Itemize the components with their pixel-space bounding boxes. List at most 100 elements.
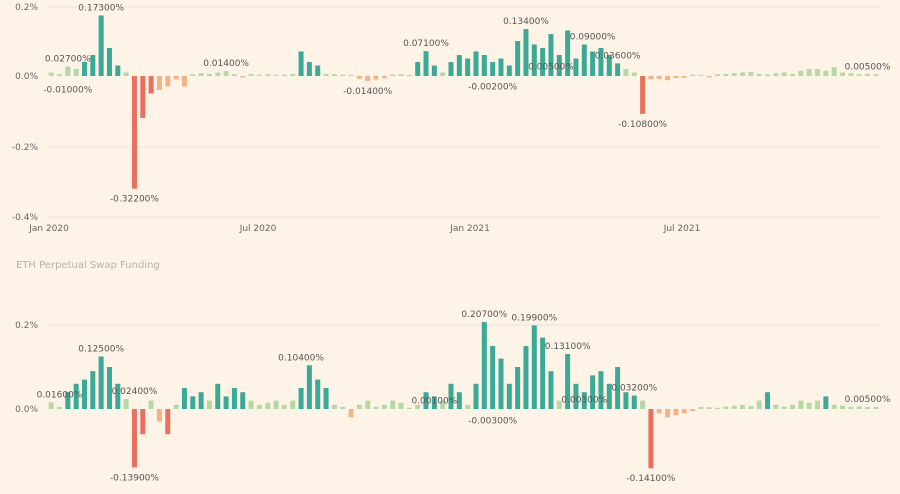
bar <box>173 404 179 409</box>
data-label: -0.01400% <box>343 87 392 97</box>
data-label: -0.14100% <box>626 474 675 484</box>
bar <box>590 51 596 76</box>
bar <box>131 76 137 189</box>
bar <box>773 404 779 409</box>
bar <box>215 383 221 409</box>
bar <box>748 71 754 76</box>
bar <box>840 405 846 409</box>
bar <box>198 73 204 76</box>
bar <box>673 76 679 79</box>
bar <box>756 400 762 409</box>
bar <box>481 55 487 76</box>
bar <box>648 76 654 80</box>
bar <box>98 15 104 76</box>
bar <box>715 407 721 409</box>
bar <box>531 44 537 76</box>
bar <box>123 398 129 409</box>
bar <box>406 74 412 76</box>
bar <box>165 409 171 435</box>
bar <box>223 71 229 76</box>
bar <box>481 322 487 409</box>
bar <box>198 392 204 409</box>
bar <box>540 337 546 409</box>
bar <box>756 73 762 76</box>
bar <box>190 74 196 76</box>
data-label: -0.00300% <box>468 416 517 426</box>
bar <box>548 371 554 409</box>
data-label: 0.00300% <box>561 396 607 406</box>
bar <box>356 404 362 409</box>
bar <box>556 55 562 76</box>
bar <box>865 406 871 409</box>
bar <box>131 409 137 468</box>
bar <box>381 76 387 79</box>
data-label: 0.17300% <box>78 3 124 13</box>
bar <box>323 388 329 409</box>
bar <box>456 55 462 76</box>
bar <box>348 74 354 76</box>
bar <box>90 55 96 76</box>
bar <box>331 404 337 409</box>
bar <box>790 404 796 409</box>
bar <box>581 392 587 409</box>
bar <box>340 74 346 76</box>
data-label: 0.13100% <box>545 342 591 352</box>
bar <box>298 388 304 409</box>
bar <box>723 406 729 409</box>
bar <box>298 51 304 76</box>
bar <box>81 62 87 76</box>
bar <box>540 48 546 76</box>
bar <box>448 62 454 76</box>
bar <box>423 392 429 409</box>
data-label: 0.12500% <box>78 345 124 355</box>
bar <box>273 400 279 409</box>
eth-funding-chart: ETH Perpetual Swap Funding 0.2% 0.0% 0.0… <box>15 260 891 484</box>
bar <box>681 409 687 414</box>
bar <box>315 65 321 76</box>
data-label: 0.19900% <box>511 313 557 323</box>
bar <box>523 29 529 77</box>
bar <box>373 76 379 80</box>
bar <box>181 76 187 87</box>
bar <box>431 65 437 76</box>
data-label: 0.09000% <box>570 33 616 43</box>
data-label: 0.02700% <box>45 55 91 65</box>
y-tick-label: 0.0% <box>15 405 38 415</box>
bar <box>815 400 821 409</box>
x-tick-label: Jan 2020 <box>28 224 69 234</box>
bar <box>581 44 587 76</box>
bar <box>206 73 212 76</box>
bar <box>806 402 812 409</box>
bar <box>156 76 162 90</box>
bar <box>465 404 471 409</box>
bar <box>140 76 146 118</box>
bar <box>498 58 504 76</box>
bar <box>565 30 571 76</box>
bar <box>673 409 679 416</box>
bar <box>706 76 712 78</box>
bar <box>873 74 879 76</box>
bar <box>373 406 379 409</box>
chart-title: ETH Perpetual Swap Funding <box>16 260 160 271</box>
bar <box>473 383 479 409</box>
bar <box>265 402 271 409</box>
bar <box>656 409 662 414</box>
data-label: -0.01000% <box>43 86 92 96</box>
bar <box>256 404 262 409</box>
bar <box>615 367 621 409</box>
bar <box>406 407 412 409</box>
bar <box>823 396 829 409</box>
bar <box>731 73 737 76</box>
bar <box>606 55 612 76</box>
data-label: -0.10800% <box>618 120 667 130</box>
data-label: 0.00100% <box>411 397 457 407</box>
bar <box>423 51 429 76</box>
bar <box>115 383 121 409</box>
bar <box>690 409 696 412</box>
data-label: 0.03600% <box>595 51 641 61</box>
bar <box>206 400 212 409</box>
bar <box>815 69 821 76</box>
bar <box>223 396 229 409</box>
bar <box>398 74 404 76</box>
bar <box>465 58 471 76</box>
